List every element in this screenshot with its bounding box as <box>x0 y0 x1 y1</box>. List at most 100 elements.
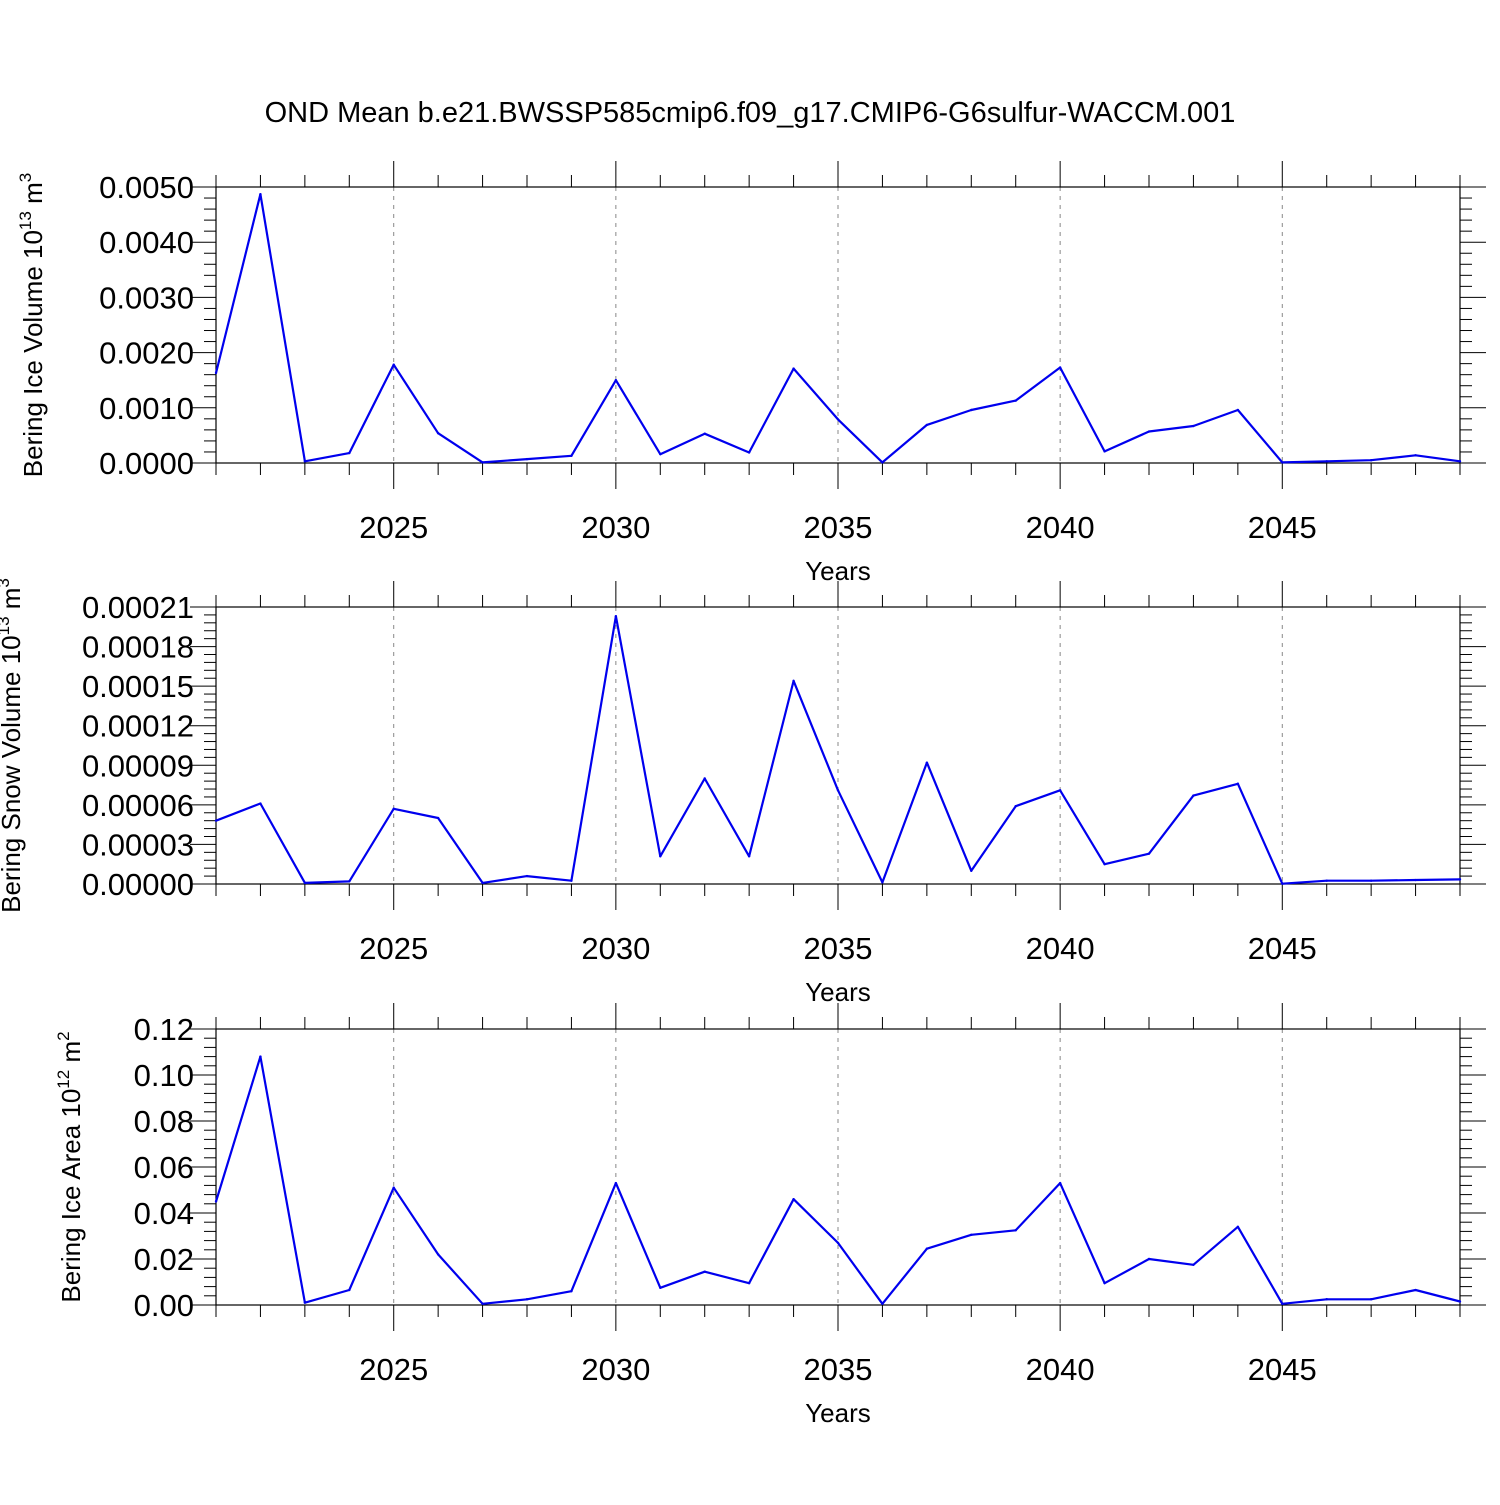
chart-panel-1-point <box>1103 450 1106 453</box>
chart-panel-1-point <box>703 432 706 435</box>
chart-panel-1-xtick-label: 2025 <box>359 510 428 545</box>
chart-panel-1-xtick-label: 2040 <box>1026 510 1095 545</box>
chart-panel-2-point <box>703 777 706 780</box>
chart-panel-3-point <box>1014 1229 1017 1232</box>
chart-panel-1-ylabel: Bering Ice Volume 1013 m3 <box>16 173 48 477</box>
chart-panel-2-ylabel-exp: 13 <box>0 616 13 635</box>
chart-panel-1: 2025 2030 2035 2040 2045Years0.00000.00100.0… <box>16 161 1486 586</box>
chart-panel-1-ylabel-unit: m <box>18 182 48 211</box>
chart-panel-2-point <box>925 761 929 764</box>
chart-panel-1-point <box>925 423 929 427</box>
chart-panel-2: 2025 2030 2035 2040 2045 Years 0.00000 0.00003 0… <box>0 578 1486 1007</box>
chart-panel-1-point <box>1058 366 1062 369</box>
chart-panel-1-point <box>1458 460 1462 463</box>
chart-panel-1-point <box>1281 461 1284 464</box>
chart-panel-3-point <box>970 1233 973 1237</box>
chart-panel-1-point <box>1414 454 1417 457</box>
chart-panel-3-point <box>392 1186 395 1189</box>
chart-panel-1-ytick-label: 0.0030 <box>99 280 194 315</box>
chart-panel-3-point <box>259 1055 262 1058</box>
chart-panel-3-point <box>348 1288 351 1292</box>
chart-panel-3-ytick-label: 0.06 <box>134 1150 194 1185</box>
chart-panel-3-xtick-label: 2025 <box>359 1352 428 1387</box>
chart-panel-3-point <box>1458 1300 1462 1303</box>
chart-panel-1-point <box>1369 459 1373 462</box>
chart-panel-3-ylabel-text: Bering Ice Area 10 <box>56 1089 86 1303</box>
chart-panel-2-point <box>1192 794 1195 797</box>
chart-panel-3-point <box>925 1247 929 1250</box>
chart-panel-2-ytick-label: 0.00018 <box>82 630 194 665</box>
chart-panel-1-ylabel-unit-exp: 3 <box>16 173 35 182</box>
chart-panel-3-point <box>1369 1298 1373 1301</box>
chart-panel-2-xlabel: Years <box>805 977 871 1007</box>
chart-panel-1-point <box>614 379 618 382</box>
chart-panel-2-ytick-label: 0.00003 <box>82 827 194 862</box>
chart-panel-2-ytick-label: 0.00009 <box>82 748 194 783</box>
chart-panel-2-point <box>881 881 884 884</box>
chart-panel-2-point <box>792 679 795 683</box>
chart-panel-3-ytick-label: 0.02 <box>134 1242 194 1277</box>
chart-panel-3-point <box>614 1181 618 1185</box>
chart-panel-2-point <box>481 881 484 885</box>
chart-panel-3-xtick-label: 2045 <box>1248 1352 1317 1387</box>
chart-panel-1-ytick-label: 0.0050 <box>99 170 194 205</box>
chart-panel-3: 2025 2030 2035 2040 2045 Years 0.00 0.02 0.04 0.0… <box>54 1003 1486 1428</box>
chart-panel-3-point <box>1103 1281 1106 1285</box>
chart-panel-3-point <box>214 1200 218 1203</box>
chart-panel-3-point <box>1325 1298 1328 1301</box>
chart-panel-3-point <box>1192 1263 1195 1266</box>
chart-panel-2-point <box>1103 863 1106 866</box>
chart-panel-2-point <box>1147 852 1151 855</box>
chart-panel-2-point <box>970 869 973 873</box>
chart-panel-2-point <box>525 874 529 878</box>
chart-panel-1-ytick-label: 0.0040 <box>99 225 194 260</box>
chart-panel-3-ytick-label: 0.12 <box>134 1012 194 1047</box>
chart-panel-1-point <box>659 452 662 456</box>
chart-panel-2-point <box>1369 879 1373 882</box>
chart-panel-2-point <box>1458 878 1462 881</box>
chart-panel-3-point <box>1236 1225 1240 1229</box>
chart-panel-1-point <box>214 371 218 375</box>
chart-panel-1-point <box>792 367 795 370</box>
chart-panel-2-point <box>1281 882 1284 885</box>
chart-panel-2-point <box>303 881 307 885</box>
chart-panel-2-point <box>1236 782 1240 785</box>
chart-panel-2-point <box>659 855 662 858</box>
chart-panel-3-ytick-label: 0.08 <box>134 1104 194 1139</box>
chart-panel-3-point <box>303 1301 307 1304</box>
chart-panel-2-ytick-label: 0.00012 <box>82 709 194 744</box>
chart-panel-3-xtick-label: 2030 <box>581 1352 650 1387</box>
chart-panel-1-point <box>1147 430 1151 433</box>
chart-panel-3-ylabel-unit: m <box>56 1041 86 1070</box>
chart-panel-1-point <box>525 457 529 461</box>
chart-panel-3-point <box>1414 1288 1417 1292</box>
chart-panel-3-point <box>436 1253 440 1256</box>
chart-panel-2-xtick-label: 2040 <box>1026 931 1095 966</box>
chart-panel-3-ylabel-unit-exp: 2 <box>54 1031 73 1040</box>
chart-panel-3-point <box>570 1290 573 1293</box>
chart-panel-3-point <box>481 1302 484 1306</box>
chart-panel-2-ylabel: Bering Snow Volume 1013 m3 <box>0 578 26 913</box>
chart-panel-1-ytick-label: 0.0010 <box>99 391 194 426</box>
chart-panel-1-point <box>303 460 307 463</box>
chart-panel-2-xtick-label: 2035 <box>804 931 873 966</box>
chart-panel-2-point <box>747 855 751 858</box>
chart-panel-3-point <box>659 1286 662 1289</box>
chart-panel-1-point <box>747 451 751 454</box>
chart-panel-1-point <box>570 454 573 458</box>
chart-panel-2-xtick-label: 2045 <box>1248 931 1317 966</box>
chart-panel-2-xtick-label: 2030 <box>581 931 650 966</box>
chart-panel-2-point <box>259 802 262 805</box>
chart-panel-2-ylabel-text: Bering Snow Volume 10 <box>0 635 26 913</box>
chart-panel-3-point <box>792 1198 795 1201</box>
chart-panel-2-ytick-label: 0.00021 <box>82 590 194 625</box>
chart-panel-3-point <box>836 1241 840 1245</box>
chart-panel-1-point <box>436 431 440 435</box>
chart-title: OND Mean b.e21.BWSSP585cmip6.f09_g17.CMI… <box>265 97 1236 129</box>
chart-panel-2-point <box>348 880 351 883</box>
chart-panel-2-point <box>1325 879 1328 882</box>
chart-panel-3-xtick-label: 2035 <box>804 1352 873 1387</box>
chart-panel-2-xtick-label: 2025 <box>359 931 428 966</box>
